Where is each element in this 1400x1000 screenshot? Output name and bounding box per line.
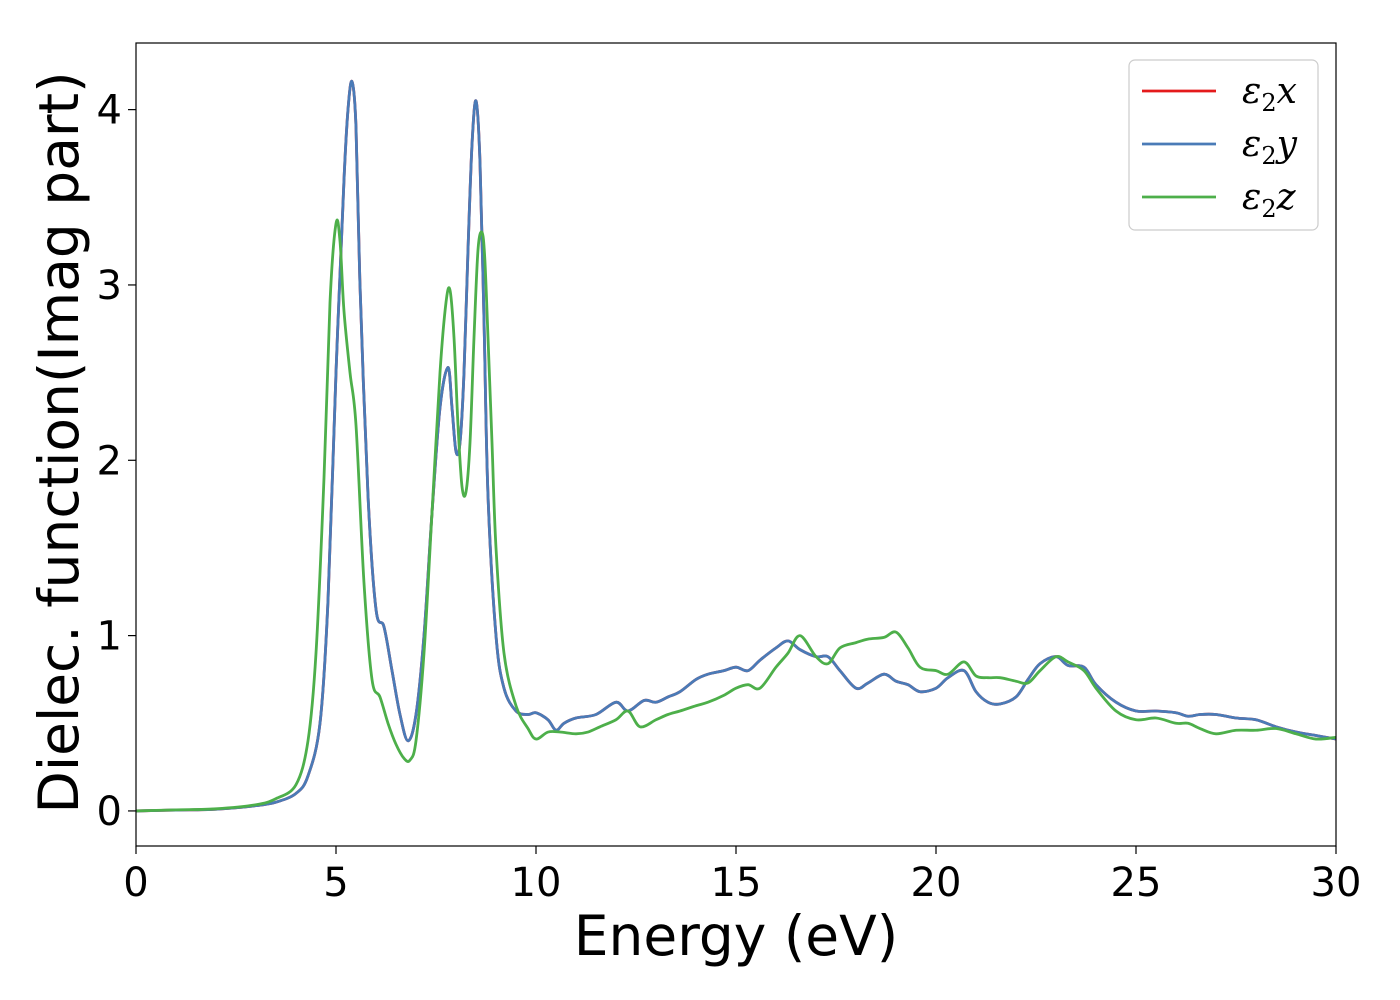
legend-label-3: ε2z <box>1242 177 1297 223</box>
series-line-3 <box>136 218 1336 813</box>
y-tick-label: 0 <box>97 789 122 835</box>
legend-label-2: ε2y <box>1242 124 1298 170</box>
legend-subscript: 2 <box>1261 142 1276 170</box>
y-tick-label: 3 <box>97 263 122 309</box>
x-tick-label: 20 <box>911 860 962 906</box>
y-axis-label: Dielec. function(Imag part) <box>27 71 91 813</box>
x-axis-label: Energy (eV) <box>574 904 898 968</box>
series-line-2 <box>136 79 1336 813</box>
x-tick-label: 30 <box>1311 860 1362 906</box>
y-tick-label: 4 <box>97 88 122 134</box>
legend-subscript: 2 <box>1261 195 1276 223</box>
x-tick-label: 10 <box>511 860 562 906</box>
legend-subscript: 2 <box>1261 89 1276 117</box>
x-axis: 0 5 10 15 20 25 30 <box>123 846 1361 906</box>
legend-suffix: y <box>1275 124 1298 165</box>
legend-base: ε <box>1242 71 1261 112</box>
x-tick-label: 0 <box>123 860 148 906</box>
x-tick-label: 25 <box>1111 860 1162 906</box>
y-axis: 0 1 2 3 4 <box>97 88 136 835</box>
y-tick-label: 1 <box>97 614 122 660</box>
legend-label-1: ε2x <box>1242 71 1297 117</box>
y-tick-label: 2 <box>97 438 122 484</box>
legend-base: ε <box>1242 124 1261 165</box>
legend-suffix: x <box>1277 71 1297 112</box>
legend-box <box>1128 59 1319 231</box>
legend-base: ε <box>1242 177 1261 218</box>
plot-lines <box>136 79 1336 813</box>
x-tick-label: 5 <box>323 860 348 906</box>
x-tick-label: 15 <box>711 860 762 906</box>
legend-suffix: z <box>1276 177 1297 218</box>
